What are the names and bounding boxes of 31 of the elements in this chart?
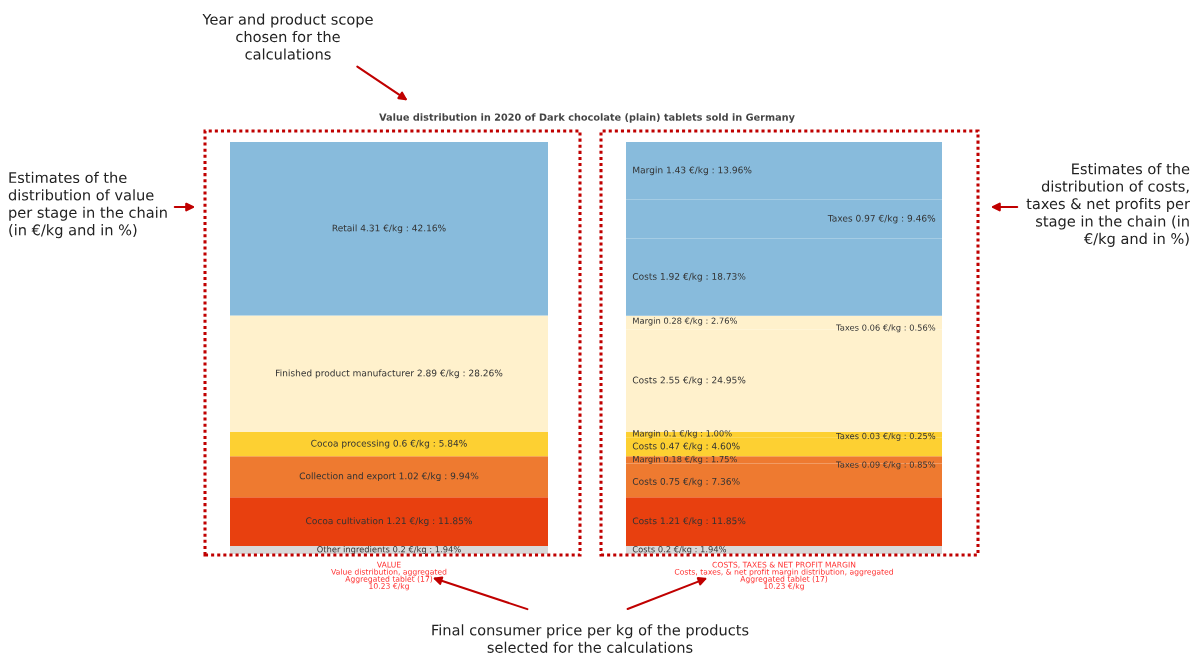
text: Estimates of the distribution of costs, taxes & net profits per stage in the chain (in €/kg and in %) (1026, 163, 1190, 247)
data-label: Margin 0.28 €/kg : 2.76% (633, 317, 737, 326)
data-label: Costs 0.75 €/kg : 7.36% (632, 477, 740, 487)
data-label: Cocoa cultivation 1.21 €/kg : 11.85% (306, 517, 472, 526)
text: Final consumer price per kg of the products selected for the calculations (432, 624, 749, 653)
data-label: Margin 0.1 €/kg : 1.00% (633, 430, 732, 439)
bar (230, 456, 548, 498)
data-label: Costs 1.92 €/kg : 18.73% (632, 272, 746, 282)
bar (230, 142, 548, 316)
bar (230, 497, 548, 546)
data-label: Other ingredients 0.2 €/kg : 1.94% (317, 545, 461, 555)
data-label: Retail 4.31 €/kg : 42.16% (332, 224, 446, 234)
data-label: Costs 1.21 €/kg : 11.85% (632, 517, 746, 526)
data-label: Costs 0.47 €/kg : 4.60% (632, 442, 740, 452)
data-label: Taxes 0.97 €/kg : 9.46% (827, 214, 936, 224)
data-label: Costs 0.2 €/kg : 1.94% (632, 545, 727, 555)
data-label: Costs 2.55 €/kg : 24.95% (632, 376, 746, 386)
data-label: Collection and export 1.02 €/kg : 9.94% (299, 472, 479, 482)
text: Year and product scope chosen for the calculations (202, 13, 373, 60)
text: Value distribution in 2020 of Dark chocolate (plain) tablets sold in Germany (379, 113, 795, 123)
data-label: Cocoa processing 0.6 €/kg : 5.84% (311, 439, 467, 449)
bar (230, 315, 548, 432)
text: Estimates of the distribution of value per stage in the chain (in €/kg and in %) (8, 171, 167, 239)
bar (626, 497, 942, 546)
data-label: Margin 1.43 €/kg : 13.96% (633, 166, 752, 176)
data-label: Taxes 0.03 €/kg : 0.25% (836, 432, 936, 441)
data-label: Taxes 0.09 €/kg : 0.85% (836, 461, 936, 470)
data-label: Margin 0.18 €/kg : 1.75% (633, 455, 737, 464)
data-label: Taxes 0.06 €/kg : 0.56% (836, 324, 936, 333)
data-label: Finished product manufacturer 2.89 €/kg : 28.26% (276, 369, 503, 379)
bar (230, 431, 548, 457)
